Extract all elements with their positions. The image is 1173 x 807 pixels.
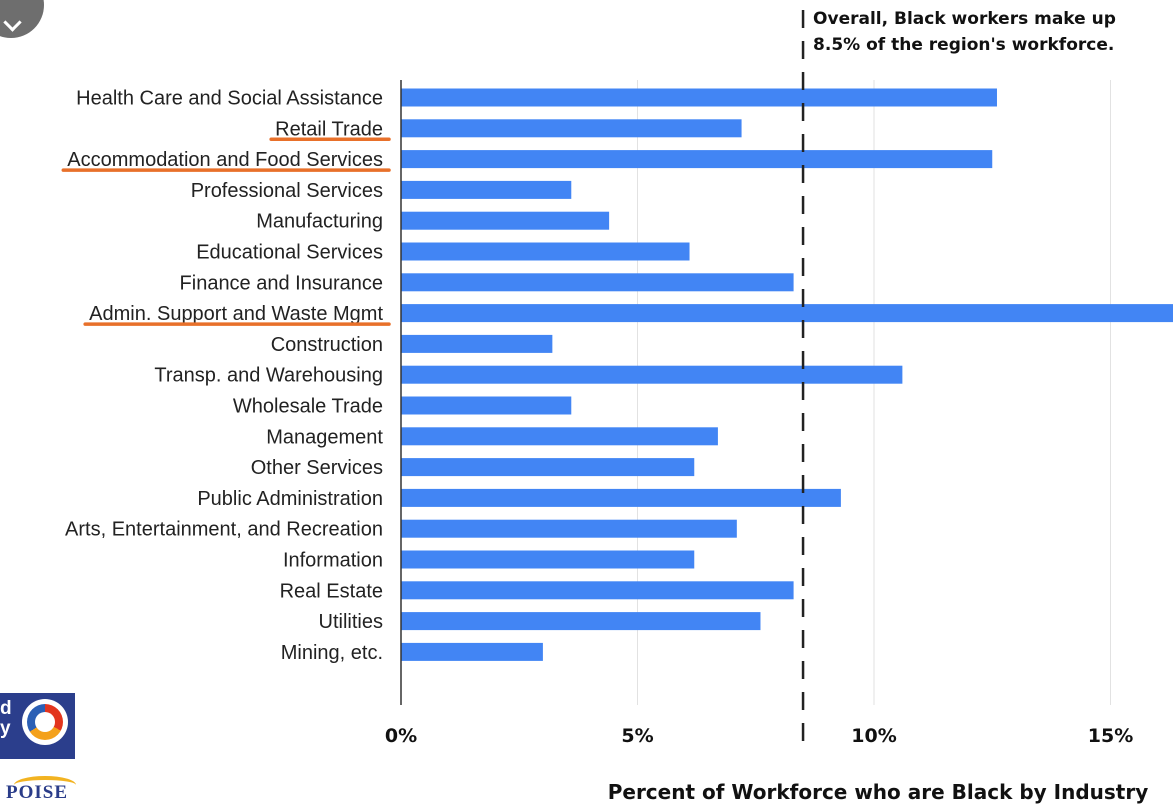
category-label-4: Manufacturing	[256, 211, 383, 233]
category-label-6: Finance and Insurance	[180, 272, 383, 294]
category-label-9: Transp. and Warehousing	[154, 365, 383, 387]
category-label-5: Educational Services	[196, 242, 383, 264]
bar-16	[401, 581, 794, 600]
bars	[401, 88, 1173, 661]
category-label-12: Other Services	[251, 457, 383, 479]
category-label-3: Professional Services	[191, 180, 383, 202]
category-label-16: Real Estate	[280, 580, 383, 602]
bar-18	[401, 642, 543, 661]
bar-12	[401, 458, 695, 477]
x-tick-label-2: 10%	[851, 725, 896, 747]
bar-10	[401, 396, 572, 415]
reference-line-group: Overall, Black workers make up 8.5% of th…	[801, 9, 1116, 752]
bar-7	[401, 304, 1173, 323]
bar-9	[401, 365, 903, 384]
category-label-18: Mining, etc.	[281, 642, 383, 664]
bar-6	[401, 273, 794, 292]
bar-8	[401, 334, 553, 353]
x-tick-label-0: 0%	[385, 725, 417, 747]
category-label-10: Wholesale Trade	[233, 396, 383, 418]
category-label-15: Information	[283, 550, 383, 572]
reference-annotation-line-0: Overall, Black workers make up	[813, 9, 1116, 29]
x-tick-label-1: 5%	[621, 725, 653, 747]
bar-11	[401, 427, 718, 446]
x-tick-labels: 0% 5% 10% 15%	[385, 725, 1133, 747]
bar-3	[401, 180, 572, 199]
category-label-7: Admin. Support and Waste Mgmt	[89, 303, 383, 325]
gridlines	[637, 80, 1111, 705]
category-label-14: Arts, Entertainment, and Recreation	[65, 519, 383, 541]
category-label-11: Management	[266, 426, 383, 448]
x-axis-title: Percent of Workforce who are Black by In…	[608, 780, 1149, 804]
bar-15	[401, 550, 695, 569]
bar-1	[401, 119, 742, 138]
poise-foundation-logo: POISE	[0, 774, 80, 807]
reference-annotation-line-1: 8.5% of the region's workforce.	[813, 35, 1114, 55]
category-label-2: Accommodation and Food Services	[67, 149, 383, 171]
x-tick-label-3: 15%	[1088, 725, 1133, 747]
bar-17	[401, 612, 761, 631]
category-label-0: Health Care and Social Assistance	[76, 88, 383, 110]
bar-13	[401, 488, 841, 507]
bar-5	[401, 242, 690, 261]
category-label-1: Retail Trade	[275, 118, 383, 140]
bar-0	[401, 88, 997, 107]
category-label-13: Public Administration	[197, 488, 383, 510]
category-label-8: Construction	[271, 334, 383, 356]
bar-14	[401, 519, 737, 538]
category-label-17: Utilities	[319, 611, 383, 633]
bar-4	[401, 211, 610, 230]
category-labels: Health Care and Social Assistance Retail …	[61, 88, 391, 664]
bar-2	[401, 150, 993, 169]
